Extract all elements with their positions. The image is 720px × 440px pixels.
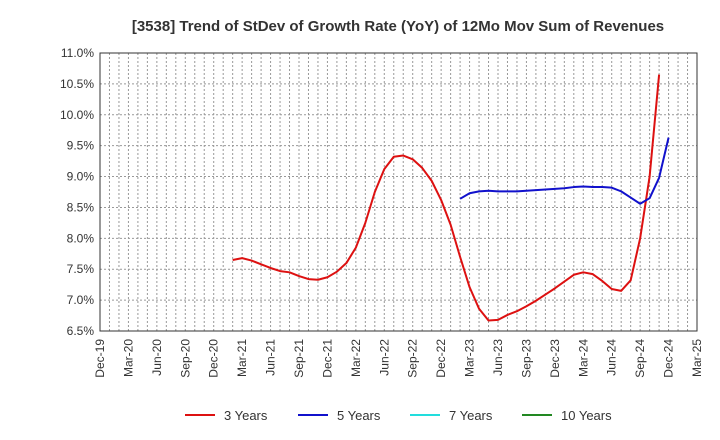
x-tick-label: Mar-21 bbox=[235, 339, 249, 377]
legend-label: 10 Years bbox=[561, 408, 612, 423]
x-tick-label: Sep-20 bbox=[178, 339, 192, 378]
x-tick-label: Dec-23 bbox=[548, 339, 562, 378]
y-tick-label: 7.0% bbox=[67, 293, 95, 307]
y-tick-label: 11.0% bbox=[61, 46, 94, 60]
y-tick-label: 6.5% bbox=[67, 324, 95, 338]
series-line-3-years bbox=[232, 74, 661, 322]
chart-title: [3538] Trend of StDev of Growth Rate (Yo… bbox=[132, 18, 664, 35]
x-tick-label: Mar-25 bbox=[690, 339, 704, 377]
x-tick-label: Jun-22 bbox=[377, 339, 391, 376]
x-tick-label: Mar-23 bbox=[463, 339, 477, 377]
x-tick-label: Sep-24 bbox=[633, 339, 647, 378]
x-tick-label: Dec-24 bbox=[662, 339, 676, 378]
y-tick-label: 10.5% bbox=[60, 77, 94, 91]
x-tick-label: Mar-22 bbox=[349, 339, 363, 377]
x-tick-label: Mar-24 bbox=[576, 339, 590, 377]
x-tick-label: Jun-21 bbox=[264, 339, 278, 376]
legend: 3 Years 5 Years 7 Years 10 Years bbox=[185, 408, 612, 423]
x-tick-label: Sep-23 bbox=[519, 339, 533, 378]
y-tick-label: 8.5% bbox=[67, 200, 95, 214]
y-tick-label: 8.0% bbox=[67, 231, 95, 245]
y-tick-label: 10.0% bbox=[60, 108, 94, 122]
x-tick-label: Sep-22 bbox=[406, 339, 420, 378]
x-tick-label: Sep-21 bbox=[292, 339, 306, 378]
x-tick-label: Jun-23 bbox=[491, 339, 505, 376]
x-tick-label: Dec-22 bbox=[434, 339, 448, 378]
legend-label: 7 Years bbox=[449, 408, 493, 423]
plot-area bbox=[100, 53, 697, 331]
x-tick-label: Jun-20 bbox=[150, 339, 164, 376]
x-tick-label: Jun-24 bbox=[605, 339, 619, 376]
y-tick-label: 9.0% bbox=[67, 170, 95, 184]
x-tick-label: Mar-20 bbox=[121, 339, 135, 377]
legend-label: 5 Years bbox=[337, 408, 381, 423]
axis-layer: 6.5% 7.0% 7.5% 8.0% 8.5% 9.0% 9.5% 10.0% 10.5% 11… bbox=[60, 46, 704, 378]
plot-border bbox=[99, 52, 698, 332]
grid-layer bbox=[100, 53, 697, 331]
y-tick-label: 7.5% bbox=[67, 262, 95, 276]
x-tick-label: Dec-20 bbox=[207, 339, 221, 378]
x-tick-label: Dec-19 bbox=[93, 339, 107, 378]
x-tick-label: Dec-21 bbox=[320, 339, 334, 378]
series-line-5-years bbox=[459, 137, 670, 205]
legend-label: 3 Years bbox=[224, 408, 268, 423]
series-layer bbox=[232, 74, 670, 322]
y-tick-label: 9.5% bbox=[67, 139, 95, 153]
